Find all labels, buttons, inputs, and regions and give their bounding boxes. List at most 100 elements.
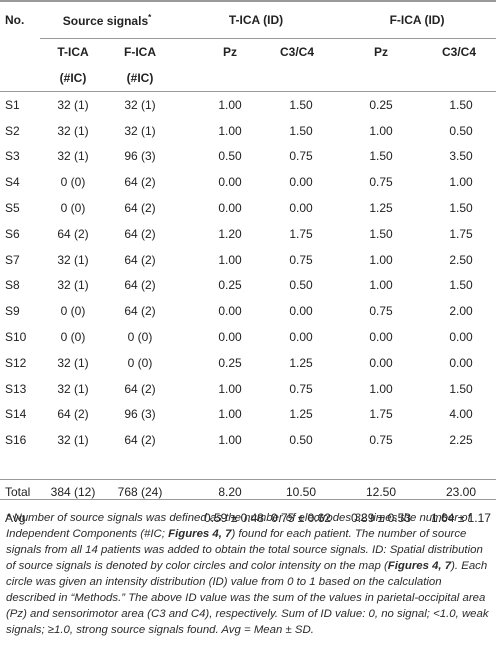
- row-tica: 0 (0): [60, 330, 86, 345]
- row-tica-pz: 0.00: [218, 201, 242, 216]
- figure-link[interactable]: 7: [444, 560, 452, 572]
- table-row: S7 32 (1) 64 (2) 1.00 0.75 1.00 2.50: [0, 247, 496, 273]
- row-tica-pz: 1.20: [218, 226, 242, 241]
- row-fica-c3c4: 4.00: [449, 407, 473, 422]
- row-tica-c3c4: 0.75: [289, 149, 313, 164]
- table-row: S14 64 (2) 96 (3) 1.00 1.25 1.75 4.00: [0, 402, 496, 428]
- row-no: S16: [5, 433, 27, 448]
- row-fica-c3c4: 1.50: [449, 381, 473, 396]
- row-tica-c3c4: 0.00: [289, 201, 313, 216]
- row-no: S10: [5, 330, 27, 345]
- header-fica-id: F-ICA (ID): [389, 13, 445, 27]
- total-fica-c3c4: 23.00: [445, 485, 477, 500]
- row-fica: 96 (3): [124, 149, 156, 164]
- figure-link[interactable]: Figures 4: [387, 560, 439, 572]
- row-fica-pz: 1.50: [369, 226, 393, 241]
- table-footnote: * Number of source signals was defined a…: [6, 512, 489, 636]
- row-fica-c3c4: 1.50: [449, 97, 473, 112]
- row-no: S6: [5, 226, 20, 241]
- row-tica: 32 (1): [57, 149, 89, 164]
- row-tica-c3c4: 0.50: [289, 278, 313, 293]
- row-fica-pz: 0.75: [369, 175, 393, 190]
- total-row: Total 384 (12) 768 (24) 8.20 10.50 12.50…: [0, 479, 496, 505]
- row-no: S9: [5, 304, 20, 319]
- table-row: S9 0 (0) 64 (2) 0.00 0.00 0.75 2.00: [0, 298, 496, 324]
- table-row: S4 0 (0) 64 (2) 0.00 0.00 0.75 1.00: [0, 169, 496, 195]
- row-fica-c3c4: 0.50: [449, 123, 473, 138]
- row-tica: 32 (1): [57, 123, 89, 138]
- row-tica: 32 (1): [57, 278, 89, 293]
- row-tica-pz: 1.00: [218, 123, 242, 138]
- row-tica-pz: 1.00: [218, 407, 242, 422]
- row-tica-c3c4: 0.00: [289, 304, 313, 319]
- row-tica-c3c4: 0.00: [289, 175, 313, 190]
- row-tica-pz: 0.25: [218, 278, 242, 293]
- total-tica-c3c4: 10.50: [285, 485, 317, 500]
- header-no: No.: [5, 13, 25, 28]
- row-no: S2: [5, 123, 20, 138]
- row-tica-pz: 0.00: [218, 304, 242, 319]
- row-fica: 96 (3): [124, 407, 156, 422]
- subheader-tica-ic: (#IC): [59, 71, 87, 85]
- total-fica-pz: 12.50: [365, 485, 397, 500]
- row-tica-pz: 1.00: [218, 381, 242, 396]
- row-fica-pz: 0.00: [369, 330, 393, 345]
- avg-tica-c3c4: 0.75 ± 0.62: [271, 510, 331, 525]
- table-row: S6 64 (2) 64 (2) 1.20 1.75 1.50 1.75: [0, 221, 496, 247]
- row-tica-pz: 1.00: [218, 97, 242, 112]
- row-fica-pz: 1.25: [369, 201, 393, 216]
- table-summary: Total 384 (12) 768 (24) 8.20 10.50 12.50…: [0, 453, 496, 531]
- subheader-tica-c3c4: C3/C4: [256, 38, 338, 65]
- row-no: S12: [5, 355, 27, 370]
- subheader-tica-pz: Pz: [174, 38, 256, 65]
- row-tica-pz: 1.00: [218, 252, 242, 267]
- subheader-tica: T-ICA: [57, 45, 89, 59]
- footnote-star: *: [6, 512, 11, 524]
- row-no: S8: [5, 278, 20, 293]
- figure-link[interactable]: 7: [225, 528, 232, 540]
- row-tica-pz: 1.00: [218, 433, 242, 448]
- subheader-fica-c3c4: C3/C4: [414, 38, 496, 65]
- row-no: S4: [5, 175, 20, 190]
- row-fica: 64 (2): [124, 226, 156, 241]
- row-no: S3: [5, 149, 20, 164]
- row-tica-c3c4: 1.50: [289, 123, 313, 138]
- avg-fica-c3c4: 1.64 ± 1.17: [431, 510, 491, 525]
- row-fica-pz: 1.00: [369, 123, 393, 138]
- row-no: S7: [5, 252, 20, 267]
- row-no: S5: [5, 201, 20, 216]
- total-tica-pz: 8.20: [218, 485, 242, 500]
- row-tica-pz: 0.00: [218, 330, 242, 345]
- row-tica: 0 (0): [60, 201, 86, 216]
- avg-tica-pz: 0.59 ± 0.48: [204, 510, 264, 525]
- table-row: S12 32 (1) 0 (0) 0.25 1.25 0.00 0.00: [0, 350, 496, 376]
- row-tica-c3c4: 1.25: [289, 355, 313, 370]
- row-tica: 32 (1): [57, 97, 89, 112]
- row-fica-c3c4: 0.00: [449, 355, 473, 370]
- row-fica: 64 (2): [124, 252, 156, 267]
- figure-link[interactable]: Figures 4: [168, 528, 219, 540]
- row-fica: 64 (2): [124, 175, 156, 190]
- row-fica: 64 (2): [124, 278, 156, 293]
- row-fica-c3c4: 1.50: [449, 201, 473, 216]
- row-tica: 64 (2): [57, 226, 89, 241]
- subheader-fica: F-ICA: [124, 45, 156, 59]
- row-fica-c3c4: 3.50: [449, 149, 473, 164]
- row-tica-c3c4: 1.25: [289, 407, 313, 422]
- table-row: S16 32 (1) 64 (2) 1.00 0.50 0.75 2.25: [0, 427, 496, 453]
- row-no: S13: [5, 381, 27, 396]
- row-fica: 64 (2): [124, 201, 156, 216]
- avg-label: Avg: [5, 510, 26, 525]
- row-tica: 32 (1): [57, 433, 89, 448]
- row-tica-c3c4: 0.75: [289, 252, 313, 267]
- total-tica: 384 (12): [50, 485, 96, 500]
- subheader-fica-ic: (#IC): [126, 71, 154, 85]
- row-fica-pz: 1.00: [369, 252, 393, 267]
- row-tica: 32 (1): [57, 252, 89, 267]
- row-fica: 32 (1): [124, 97, 156, 112]
- table-row: S2 32 (1) 32 (1) 1.00 1.50 1.00 0.50: [0, 118, 496, 144]
- table-row: S3 32 (1) 96 (3) 0.50 0.75 1.50 3.50: [0, 144, 496, 170]
- row-tica: 0 (0): [60, 175, 86, 190]
- row-fica-pz: 0.75: [369, 433, 393, 448]
